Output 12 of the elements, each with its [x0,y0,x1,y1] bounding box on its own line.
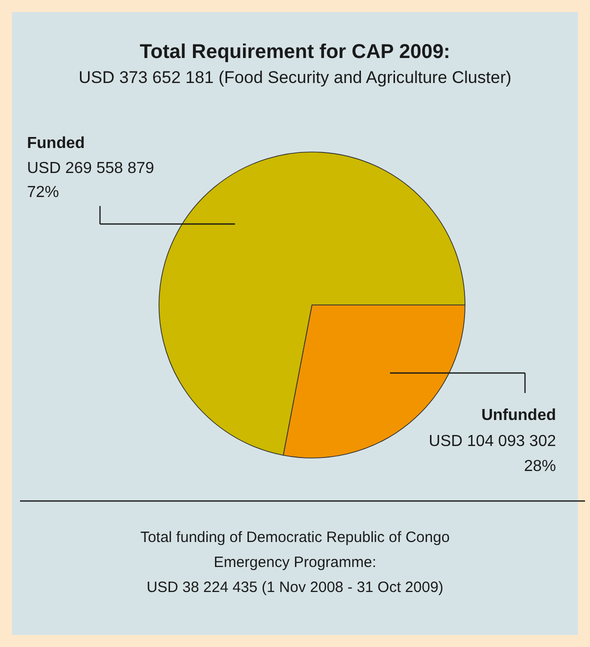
chart-subtitle: USD 373 652 181 (Food Security and Agriculture Cluster) [78,68,512,87]
text: USD 38 224 435 (1 Nov 2008 - 31 Oct 2009) [146,579,444,596]
text: 28% [524,458,556,475]
pie-slice [158,152,466,456]
text: Emergency Programme: [214,554,376,571]
slice-label: Funded [27,135,85,152]
text: Total funding of Democratic Republic of Congo [140,529,450,546]
text: 72% [27,184,60,201]
slice-label: Unfunded [481,407,556,424]
chart-title: Total Requirement for CAP 2009: [140,41,450,63]
text: USD 104 093 302 [428,433,556,450]
text: USD 269 558 879 [27,160,154,177]
